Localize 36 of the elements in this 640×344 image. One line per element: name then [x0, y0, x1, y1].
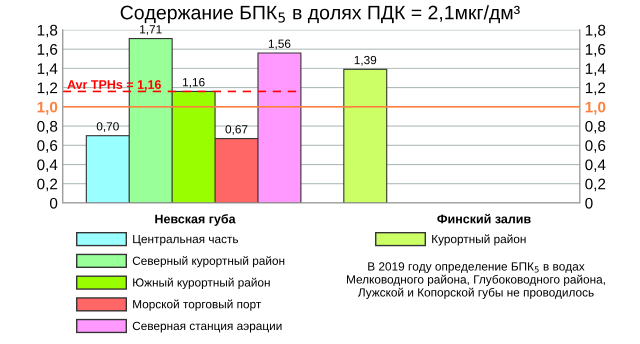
y2-tick-label: 1,0: [586, 102, 606, 115]
y-tick-label: 0,2: [37, 178, 58, 192]
y-tick-label: 0,6: [37, 140, 58, 153]
data-label: 0,67: [226, 125, 248, 135]
legend-label: Южный курортный район: [133, 278, 270, 290]
y2-tick-label: 1,8: [586, 24, 606, 38]
y2-tick-label: 1,6: [586, 44, 606, 57]
data-label: 1,16: [183, 78, 205, 88]
data-label: 1,71: [140, 25, 162, 35]
y2-tick-label: 0,8: [585, 120, 606, 134]
data-label: 1,39: [354, 56, 376, 66]
y2-tick-label: 0: [585, 198, 593, 209]
text: В 2019 году определение БПК$_{5}$ в водах Мелководного района, Глубоководного района, Лужской и Копорской губы не проводилось: [347, 262, 605, 299]
text: Финский залив: [437, 214, 531, 224]
data-label: 0,70: [96, 122, 119, 132]
data-label: 1,56: [268, 40, 290, 50]
y2-tick-label: 0,2: [585, 178, 606, 192]
y-tick-label: 0,8: [37, 120, 58, 134]
chart-title: Содержание БПК$_{5}$ в долях ПДК = 2,1мкг/дм³: [120, 5, 520, 24]
legend-label: Северная станция аэрации: [132, 322, 282, 332]
legend-label: Курортный район: [432, 234, 526, 246]
y2-tick-label: 0,4: [585, 159, 606, 172]
y-tick-label: 1,8: [38, 24, 58, 38]
y-tick-label: 1,2: [38, 82, 58, 96]
y2-tick-label: 1,4: [586, 63, 606, 76]
y-tick-label: 1,0: [38, 102, 58, 115]
y2-tick-label: 1,2: [586, 82, 606, 96]
y2-tick-label: 0,6: [585, 140, 606, 153]
text: Невская губа: [155, 214, 236, 226]
y-tick-label: 0: [50, 198, 58, 209]
legend-label: Морской торговый порт: [133, 300, 262, 311]
y-tick-label: 1,4: [38, 63, 58, 76]
y-tick-label: 1,6: [38, 44, 58, 57]
y-tick-label: 0,4: [37, 159, 58, 172]
legend-label: Центральная часть: [133, 234, 238, 246]
legend-label: Северный курортный район: [132, 256, 284, 268]
